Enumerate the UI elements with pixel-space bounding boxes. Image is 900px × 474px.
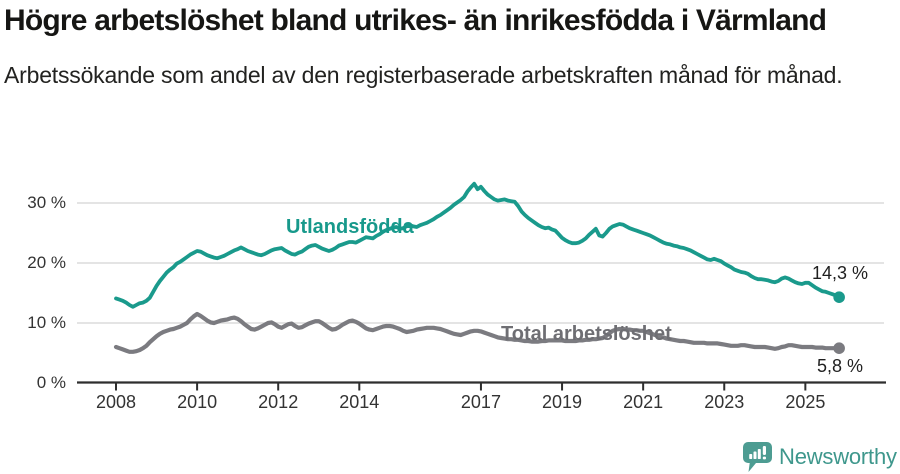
x-axis-tick-label: 2012 — [258, 392, 299, 412]
series-label-total-arbetsloshet: Total arbetslöshet — [501, 323, 672, 345]
x-axis-tick-label: 2008 — [95, 392, 137, 412]
x-axis-tick-label: 2019 — [542, 392, 583, 412]
x-axis-tick-label: 2023 — [704, 392, 745, 412]
x-axis-tick-label: 2014 — [339, 392, 380, 412]
page-subtitle: Arbetssökande som andel av den registerb… — [4, 62, 843, 88]
y-axis-tick-label: 0 % — [36, 373, 66, 392]
x-axis-tick-label: 2017 — [460, 392, 501, 412]
x-axis-tick-label: 2010 — [177, 392, 218, 412]
end-value-label-total-arbetsloshet: 5,8 % — [817, 356, 864, 376]
y-axis-tick-label: 10 % — [27, 313, 66, 332]
newsworthy-brand: Newsworthy — [742, 440, 897, 474]
y-axis-tick-label: 30 % — [27, 193, 66, 212]
brand-name: Newsworthy — [779, 444, 897, 469]
newsworthy-logo-icon — [743, 441, 772, 472]
series-label-utlandsfodda: Utlandsfödda — [286, 216, 414, 238]
y-axis-tick-label: 20 % — [27, 253, 66, 272]
x-axis-tick-label: 2025 — [785, 392, 826, 412]
x-axis-tick-label: 2021 — [623, 392, 664, 412]
end-value-label-utlandsfodda: 14,3 % — [812, 263, 869, 283]
page-title: Högre arbetslöshet bland utrikes- än inr… — [4, 4, 827, 37]
